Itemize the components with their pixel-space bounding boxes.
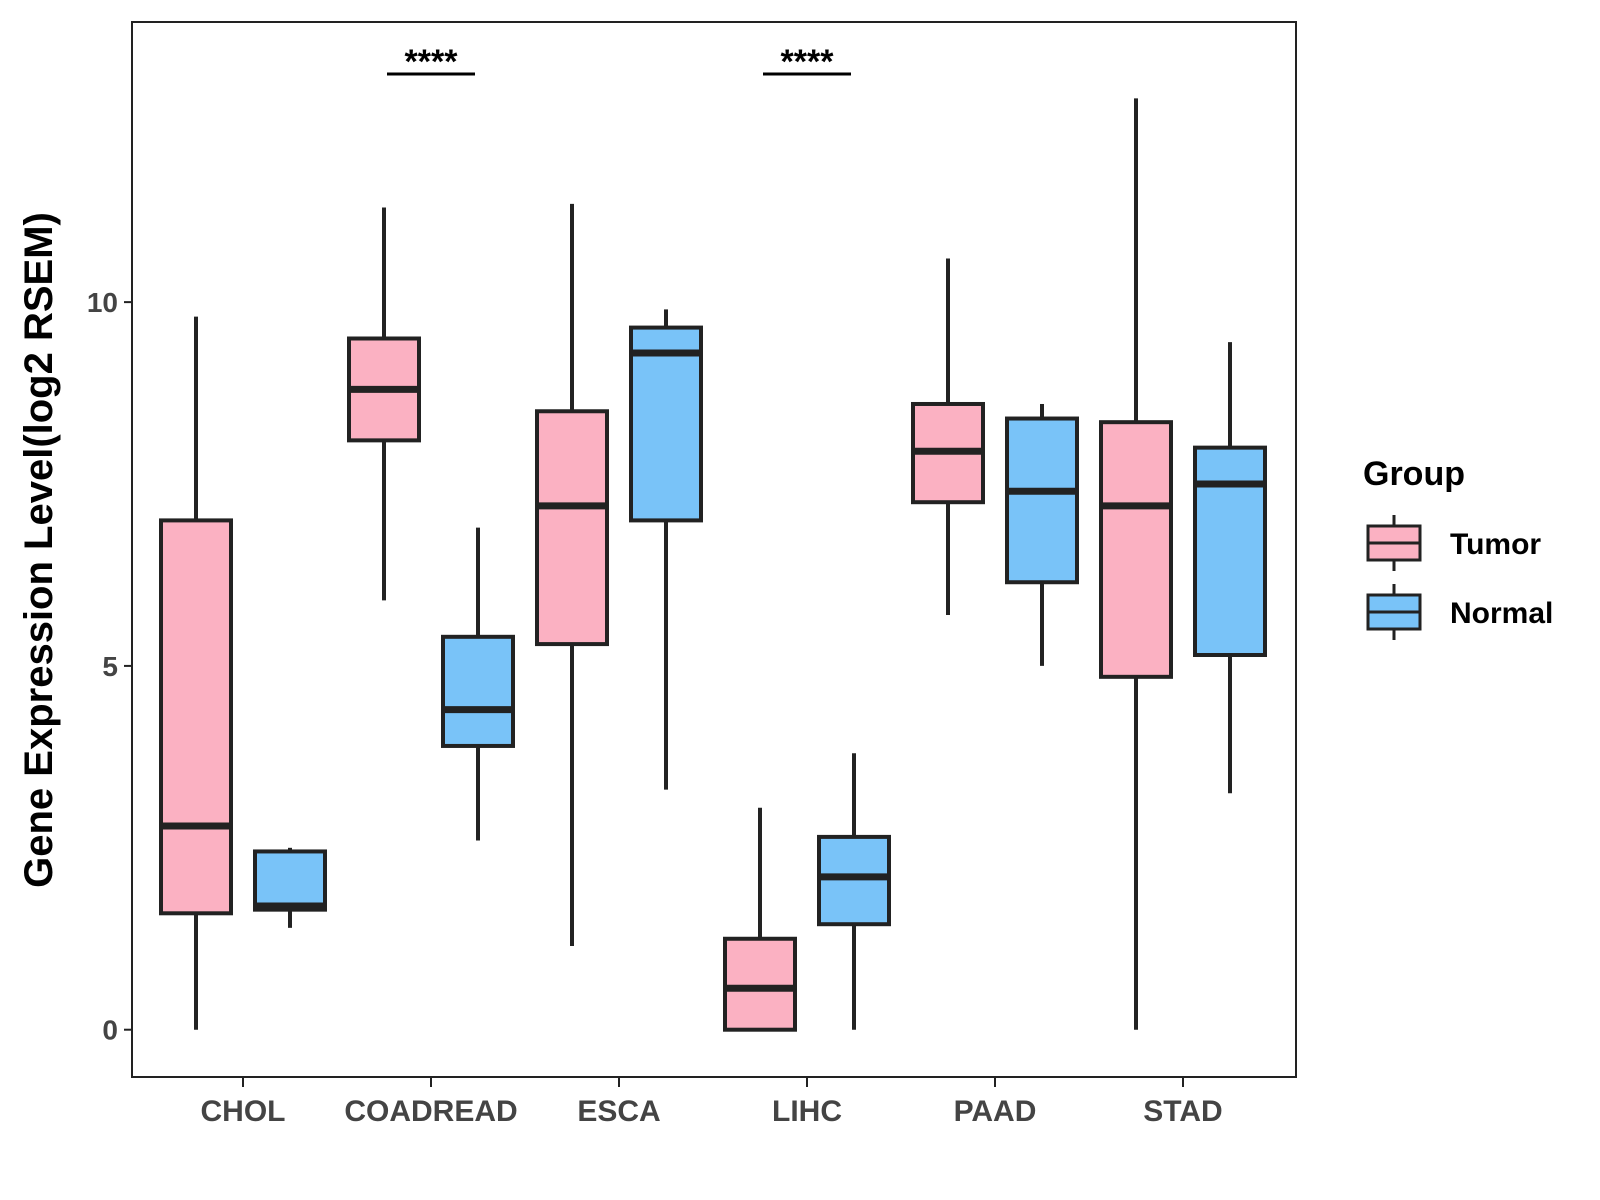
y-tick-label: 10 xyxy=(87,287,118,318)
box-tumor-paad xyxy=(911,258,985,615)
box-body xyxy=(817,834,891,927)
legend-label: Tumor xyxy=(1450,528,1541,561)
y-axis-title: Gene Expression Level(log2 RSEM) xyxy=(17,212,61,888)
box-body xyxy=(1099,420,1173,679)
box-tumor-esca xyxy=(535,203,609,947)
box-body xyxy=(253,849,327,912)
box-body xyxy=(629,325,703,523)
box-tumor-coadread xyxy=(347,207,421,601)
box-normal-lihc xyxy=(817,753,891,1030)
box-body xyxy=(441,634,515,748)
box-normal-stad xyxy=(1193,342,1267,794)
box-tumor-stad xyxy=(1099,98,1173,1030)
box-tumor-lihc xyxy=(723,807,797,1032)
box-normal-coadread xyxy=(441,527,515,841)
y-tick-label: 5 xyxy=(102,651,118,682)
y-axis: 0 5 10 xyxy=(87,287,132,1046)
x-tick-label: PAAD xyxy=(954,1095,1037,1128)
legend-title: Group xyxy=(1363,455,1465,493)
box-body xyxy=(1193,445,1267,658)
legend-item-normal: Normal xyxy=(1366,584,1553,640)
box-body xyxy=(159,518,233,916)
box-body xyxy=(535,409,609,647)
box-tumor-chol xyxy=(159,316,233,1030)
x-axis: CHOL COADREAD ESCA LIHC PAAD STAD xyxy=(201,1077,1223,1128)
legend: Group Tumor Normal xyxy=(1363,455,1553,640)
box-layer xyxy=(159,98,1267,1032)
significance-coadread: **** xyxy=(387,43,475,81)
box-body xyxy=(723,936,797,1032)
x-tick-label: ESCA xyxy=(577,1095,660,1128)
significance-layer: **** **** xyxy=(387,43,851,81)
box-body xyxy=(1005,416,1079,585)
box-normal-esca xyxy=(629,309,703,790)
legend-label: Normal xyxy=(1450,597,1553,630)
legend-item-tumor: Tumor xyxy=(1366,515,1541,571)
significance-label: **** xyxy=(405,43,459,81)
y-tick-label: 0 xyxy=(102,1015,118,1046)
x-tick-label: STAD xyxy=(1143,1095,1222,1128)
x-tick-label: COADREAD xyxy=(344,1095,517,1128)
box-normal-paad xyxy=(1005,403,1079,666)
significance-label: **** xyxy=(781,43,835,81)
box-normal-chol xyxy=(253,847,327,928)
x-tick-label: CHOL xyxy=(201,1095,286,1128)
significance-lihc: **** xyxy=(763,43,851,81)
x-tick-label: LIHC xyxy=(772,1095,842,1128)
